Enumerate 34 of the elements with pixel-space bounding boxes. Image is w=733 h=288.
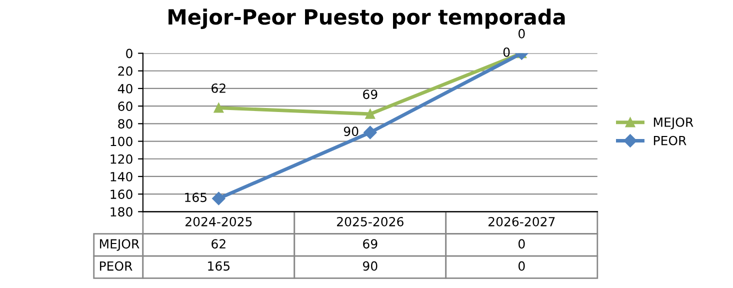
point	[364, 126, 377, 140]
data-label: 0	[518, 261, 525, 271]
y-tick-label: 40	[118, 84, 132, 94]
y-tick-label: 20	[118, 66, 132, 76]
data-label: 69	[363, 239, 378, 249]
data-label: 62	[212, 239, 226, 249]
point	[214, 102, 224, 113]
y-tick-label: 60	[118, 102, 132, 112]
point	[365, 109, 376, 119]
data-label: 165	[208, 261, 230, 271]
text: 0	[518, 28, 525, 38]
text: MEJOR	[100, 239, 140, 251]
y-tick-label: 80	[118, 119, 132, 129]
point	[212, 192, 226, 206]
text: PEOR	[100, 261, 132, 271]
y-tick-label: 140	[110, 172, 132, 182]
text: 69	[363, 90, 378, 100]
data-label: 0	[518, 239, 525, 249]
y-tick-label: 120	[110, 154, 132, 164]
legend-label: PEOR	[654, 136, 686, 146]
text: 0	[503, 47, 510, 57]
text: 90	[344, 126, 358, 136]
text: 165	[185, 192, 206, 202]
y-tick-label: 160	[110, 190, 132, 200]
legend-label: MEJOR	[654, 117, 694, 130]
data-label: 90	[363, 261, 378, 271]
y-tick-label: 180	[110, 207, 132, 217]
y-tick-label: 100	[110, 136, 132, 146]
x-tick-label: 2026-2027	[488, 216, 555, 226]
text: 62	[212, 83, 226, 93]
chart-title: Mejor-Peor Puesto por temporada	[168, 8, 565, 29]
y-tick-label: 0	[126, 48, 132, 58]
x-tick-label: 2025-2026	[337, 216, 404, 226]
x-tick-label: 2024-2025	[186, 216, 252, 226]
